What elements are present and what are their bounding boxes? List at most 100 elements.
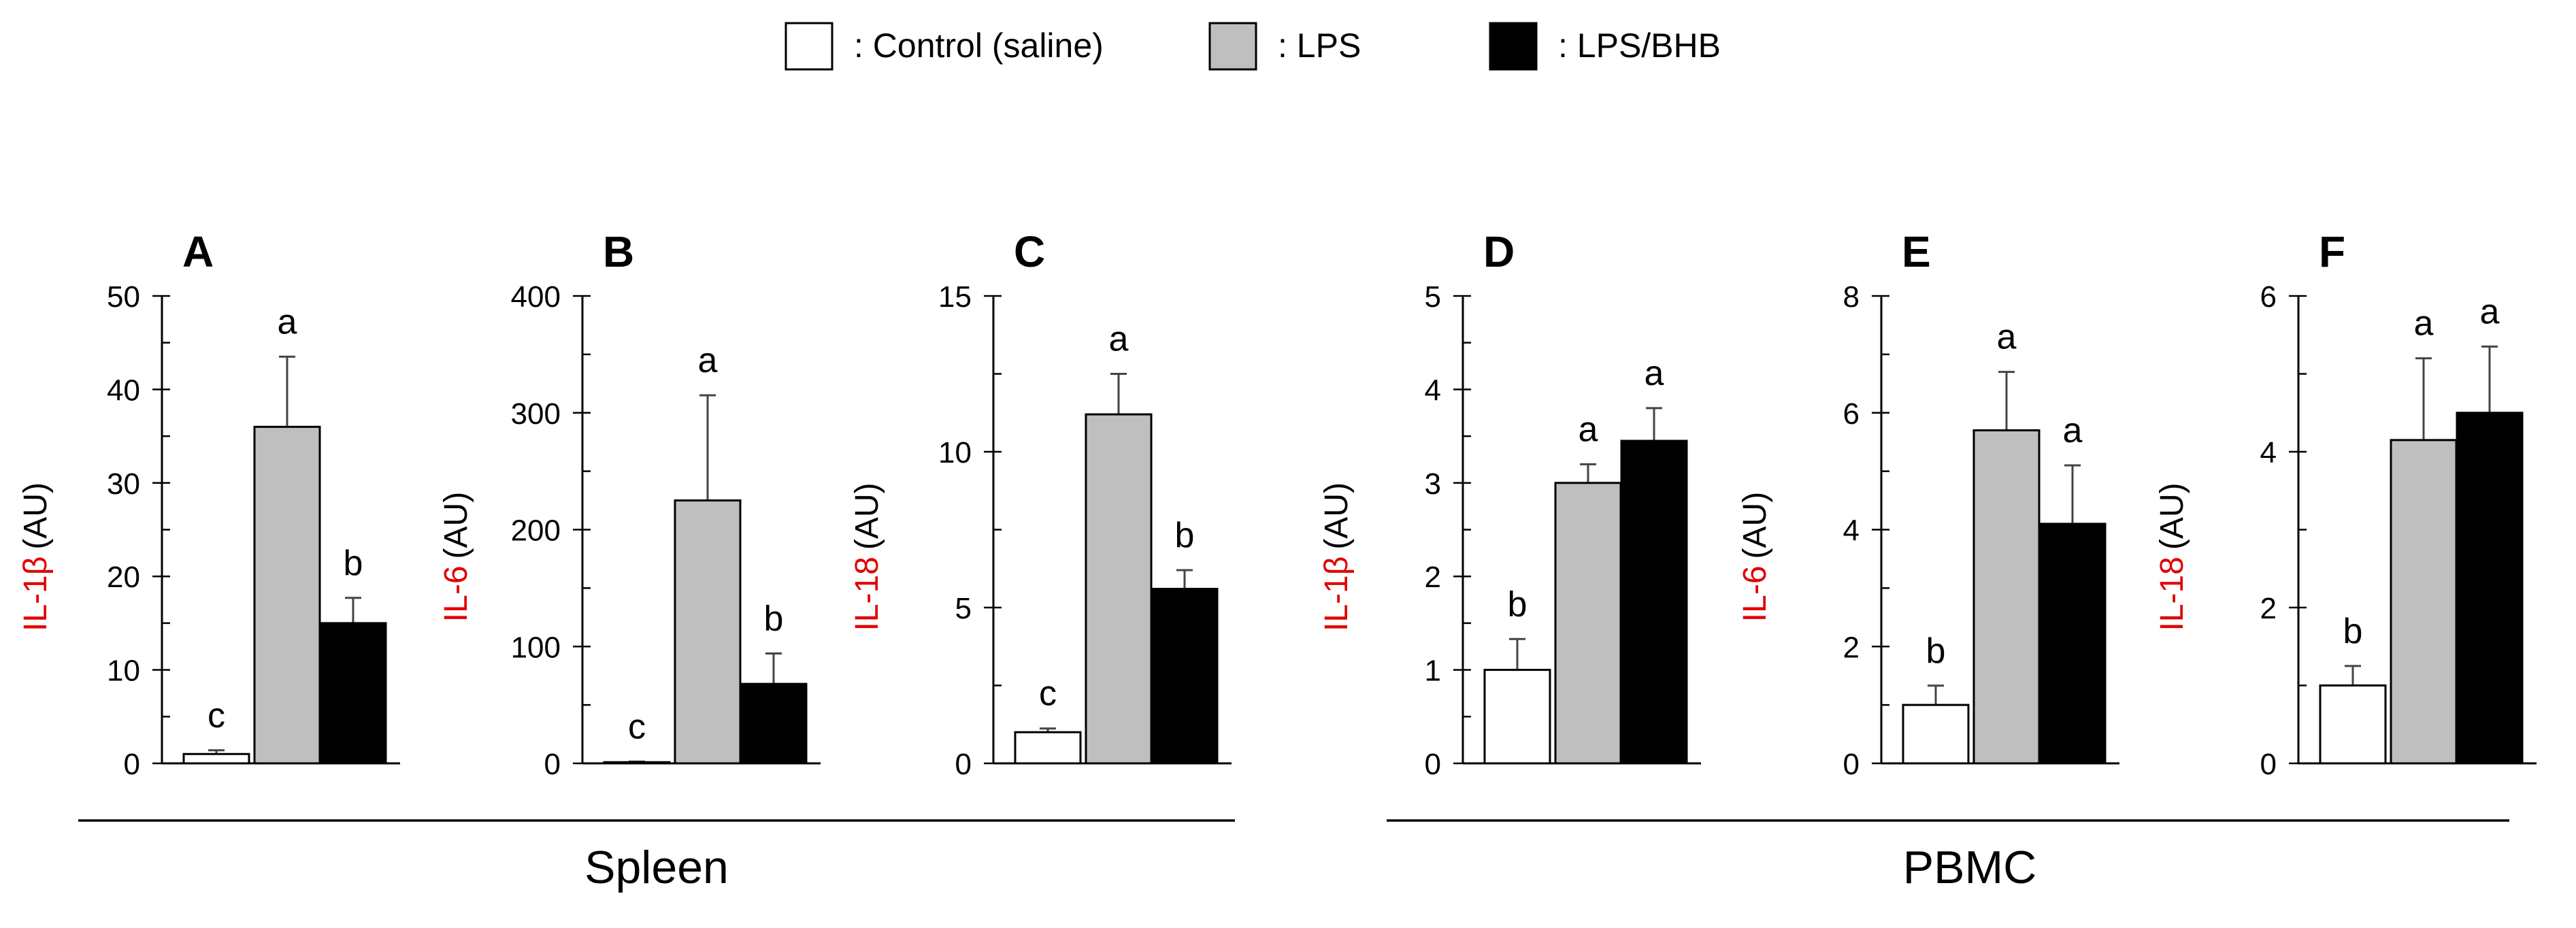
y-tick-label: 4 bbox=[1425, 374, 1441, 407]
y-tick-label: 100 bbox=[511, 631, 561, 664]
y-tick-label: 10 bbox=[107, 654, 140, 688]
bar-1 bbox=[1902, 703, 1970, 765]
panel-D: D 0 1 2 3 4 5 IL-1β (AU) b a a bbox=[1319, 227, 1701, 781]
bar-1 bbox=[182, 752, 250, 765]
y-axis-label-unit: (AU) bbox=[18, 482, 54, 550]
bar-2 bbox=[253, 425, 321, 765]
panel-letter: B bbox=[603, 227, 634, 276]
y-axis-label-marker: IL-1β bbox=[18, 557, 54, 631]
y-axis-label-marker: IL-18 bbox=[849, 557, 885, 631]
significance-letter: a bbox=[2480, 292, 2500, 331]
panel-letter: D bbox=[1483, 227, 1515, 276]
panel-F: F 0 2 4 6 IL-18 (AU) b a a bbox=[2154, 227, 2537, 781]
y-tick-label: 0 bbox=[2260, 748, 2277, 781]
significance-letter: a bbox=[2414, 304, 2434, 344]
significance-letter: b bbox=[1508, 584, 1528, 624]
significance-letter: b bbox=[1175, 516, 1195, 555]
y-axis-label: IL-1β (AU) bbox=[18, 482, 54, 631]
bar-2 bbox=[2390, 439, 2458, 765]
y-tick-label: 10 bbox=[938, 436, 972, 469]
bar-2 bbox=[1085, 413, 1153, 765]
y-tick-label: 6 bbox=[1843, 397, 1860, 431]
panel-letter: C bbox=[1014, 227, 1045, 276]
significance-letter: c bbox=[1039, 674, 1057, 714]
group-labels: Spleen PBMC bbox=[78, 819, 2509, 893]
panels: A01020304050IL-1β(AU)cabB0100200300400IL… bbox=[18, 227, 2537, 781]
y-axis-label: IL-1β (AU) bbox=[1319, 482, 1355, 631]
significance-letter: a bbox=[2063, 411, 2083, 450]
bar-2 bbox=[674, 499, 742, 765]
y-tick-label: 6 bbox=[2260, 280, 2277, 314]
bar-3 bbox=[1620, 440, 1688, 765]
legend-label-1: : Control (saline) bbox=[854, 27, 1104, 65]
legend-label-3: : LPS/BHB bbox=[1558, 27, 1721, 65]
y-axis-label-marker: IL-18 bbox=[2154, 557, 2190, 631]
y-axis-label-unit: (AU) bbox=[849, 482, 885, 550]
significance-letter: b bbox=[1926, 631, 1946, 671]
legend-label-2: : LPS bbox=[1278, 27, 1361, 65]
bar-2 bbox=[1554, 482, 1622, 765]
bar-3 bbox=[2456, 412, 2524, 765]
y-tick-label: 15 bbox=[938, 280, 972, 314]
y-tick-label: 5 bbox=[1425, 280, 1441, 314]
legend-swatch-2 bbox=[1208, 22, 1257, 71]
bar-1 bbox=[2319, 684, 2387, 765]
significance-letter: a bbox=[1109, 320, 1129, 359]
y-tick-label: 4 bbox=[1843, 514, 1860, 548]
bar-3 bbox=[1151, 588, 1219, 765]
y-axis-label: IL-6 (AU) bbox=[1737, 492, 1773, 622]
panel-letter: A bbox=[182, 227, 214, 276]
group-label-2: PBMC bbox=[1903, 842, 2036, 893]
y-axis-label-unit: (AU) bbox=[2154, 482, 2190, 550]
y-tick-label: 300 bbox=[511, 397, 561, 431]
group-label-1: Spleen bbox=[584, 842, 729, 893]
bar-3 bbox=[319, 622, 387, 765]
y-tick-label: 4 bbox=[2260, 436, 2277, 469]
significance-letter: a bbox=[1997, 318, 2017, 357]
bar-1 bbox=[1483, 669, 1551, 765]
y-tick-label: 3 bbox=[1425, 467, 1441, 501]
significance-letter: b bbox=[764, 599, 784, 639]
y-tick-label: 0 bbox=[124, 748, 140, 781]
y-axis-label-marker: IL-6 bbox=[1737, 565, 1773, 622]
y-tick-label: 2 bbox=[1425, 561, 1441, 594]
y-axis-label-unit: (AU) bbox=[438, 492, 474, 559]
y-tick-label: 0 bbox=[544, 748, 561, 781]
y-tick-label: 50 bbox=[107, 280, 140, 314]
y-axis-label-unit: (AU) bbox=[1319, 482, 1355, 550]
panel-E: E 0 2 4 6 8 IL-6 (AU) b a a bbox=[1737, 227, 2119, 781]
panel-letter: E bbox=[1902, 227, 1931, 276]
legend-swatch-3 bbox=[1489, 22, 1538, 71]
panel-letter: F bbox=[2319, 227, 2345, 276]
y-tick-label: 1 bbox=[1425, 654, 1441, 688]
y-tick-label: 30 bbox=[107, 467, 140, 501]
significance-letter: c bbox=[208, 696, 225, 735]
y-axis-label: IL-6 (AU) bbox=[438, 492, 474, 622]
y-axis-label-marker: IL-1β bbox=[1319, 557, 1355, 631]
y-tick-label: 0 bbox=[1843, 748, 1860, 781]
y-axis-label-unit: (AU) bbox=[1737, 492, 1773, 559]
bar-1 bbox=[603, 761, 671, 765]
significance-letter: a bbox=[1579, 410, 1598, 449]
y-tick-label: 0 bbox=[1425, 748, 1441, 781]
y-tick-label: 400 bbox=[511, 280, 561, 314]
significance-letter: a bbox=[1645, 354, 1664, 393]
y-tick-label: 2 bbox=[1843, 631, 1860, 664]
significance-letter: a bbox=[698, 341, 718, 380]
significance-letter: a bbox=[278, 302, 297, 342]
bar-3 bbox=[2038, 523, 2107, 765]
panel-A: A 0 10 20 30 40 50 IL-1β (AU) c a b bbox=[18, 227, 400, 781]
y-tick-label: 8 bbox=[1843, 280, 1860, 314]
panel-C: C 0 5 10 15 IL-18 (AU) c a b bbox=[849, 227, 1232, 781]
y-axis-label: IL-18 (AU) bbox=[849, 482, 885, 631]
significance-letter: c bbox=[628, 707, 646, 746]
y-axis-label: IL-18 (AU) bbox=[2154, 482, 2190, 631]
y-tick-label: 2 bbox=[2260, 592, 2277, 625]
bar-1 bbox=[1014, 731, 1082, 765]
bar-3 bbox=[740, 682, 808, 765]
significance-letter: b bbox=[2343, 612, 2363, 651]
y-tick-label: 5 bbox=[955, 592, 972, 625]
legend: : Control (saline) : LPS : LPS/BHB bbox=[785, 22, 1721, 71]
y-tick-label: 200 bbox=[511, 514, 561, 548]
y-tick-label: 20 bbox=[107, 561, 140, 594]
